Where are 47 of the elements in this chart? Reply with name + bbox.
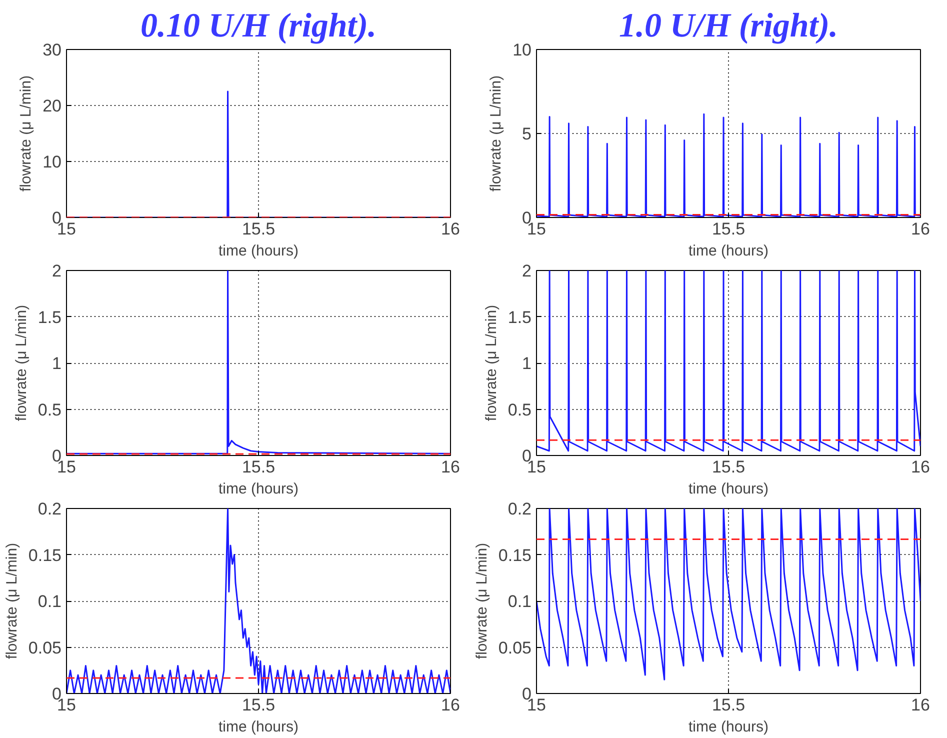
x-axis-title: time (hours) — [218, 718, 299, 736]
y-tick-label: 1.5 — [508, 308, 532, 327]
x-axis-title: time (hours) — [688, 242, 769, 260]
y-tick-label: 0.05 — [28, 638, 62, 658]
x-axis-title: time (hours) — [688, 718, 769, 736]
y-tick-label: 2 — [522, 262, 532, 280]
y-tick-label: 1 — [522, 354, 532, 373]
x-tick-label: 15.5 — [242, 696, 276, 714]
y-tick-label: 30 — [42, 40, 62, 60]
y-tick-label: 0.05 — [498, 638, 532, 658]
y-axis-title: flowrate (μ L/min) — [12, 304, 30, 422]
x-tick-label: 16 — [911, 458, 930, 476]
y-axis-title: flowrate (μ L/min) — [18, 75, 35, 192]
y-tick-label: 0.2 — [508, 500, 532, 518]
x-tick-label: 16 — [441, 220, 460, 238]
x-tick-label: 15.5 — [242, 220, 276, 238]
y-tick-label: 0.5 — [38, 400, 62, 420]
x-axis-title: time (hours) — [688, 480, 769, 498]
x-tick-label: 16 — [441, 696, 460, 714]
y-tick-label: 2 — [52, 262, 62, 280]
y-tick-label: 1 — [52, 354, 62, 373]
y-axis-title: flowrate (μ L/min) — [482, 304, 500, 422]
y-axis-title: flowrate (μ L/min) — [473, 542, 490, 660]
y-axis-title: flowrate (μ L/min) — [3, 542, 20, 660]
x-axis-title: time (hours) — [218, 242, 299, 260]
x-tick-label: 16 — [911, 220, 930, 238]
y-tick-label: 1.5 — [38, 308, 62, 327]
chart-title: 1.0 U/H (right). — [618, 8, 838, 44]
x-tick-label: 15.5 — [712, 220, 746, 238]
y-tick-label: 0.15 — [28, 546, 62, 565]
y-tick-label: 20 — [42, 96, 62, 116]
x-tick-label: 16 — [441, 458, 460, 476]
x-tick-label: 15.5 — [712, 458, 746, 476]
x-tick-label: 16 — [911, 696, 930, 714]
x-tick-label: 15.5 — [242, 458, 276, 476]
chart-title: 0.10 U/H (right). — [140, 8, 377, 44]
y-tick-label: 0.2 — [38, 500, 62, 518]
y-tick-label: 0.15 — [498, 546, 532, 565]
y-tick-label: 10 — [42, 152, 62, 172]
y-tick-label: 5 — [522, 124, 532, 144]
y-tick-label: 0.5 — [508, 400, 532, 420]
x-tick-label: 15.5 — [712, 696, 746, 714]
y-tick-label: 0.1 — [508, 592, 532, 611]
y-tick-label: 10 — [512, 40, 532, 60]
y-axis-title: flowrate (μ L/min) — [488, 75, 505, 192]
y-tick-label: 0.1 — [38, 592, 62, 611]
x-axis-title: time (hours) — [218, 480, 299, 498]
